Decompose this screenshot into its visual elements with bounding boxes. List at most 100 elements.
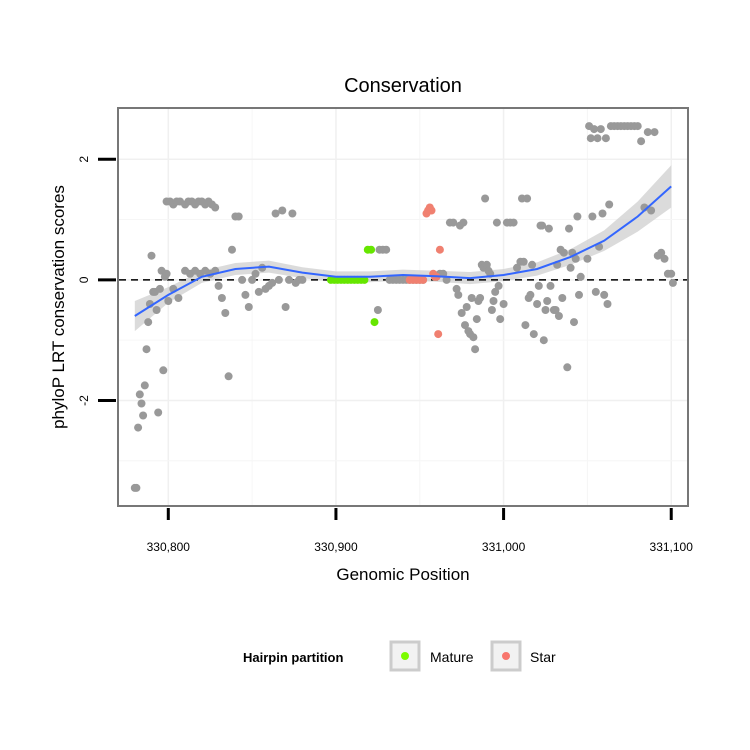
x-tick-label-1: 330,900 bbox=[314, 540, 358, 554]
point-other-170 bbox=[605, 200, 614, 209]
point-other-152 bbox=[570, 318, 578, 327]
point-other-183 bbox=[647, 206, 656, 215]
point-other-34 bbox=[211, 203, 220, 212]
x-axis: 330,800 330,900 331,000 331,100 bbox=[147, 508, 694, 554]
point-other-133 bbox=[534, 281, 543, 290]
point-other-125 bbox=[519, 257, 528, 266]
point-other-135 bbox=[538, 221, 547, 230]
point-other-103 bbox=[472, 315, 481, 324]
point-other-92 bbox=[454, 290, 463, 299]
chart-title: Conservation bbox=[344, 75, 462, 97]
point-other-163 bbox=[593, 134, 602, 143]
legend-title: Hairpin partition bbox=[243, 650, 343, 665]
point-star-4 bbox=[419, 275, 428, 284]
point-other-2 bbox=[134, 423, 143, 432]
point-other-4 bbox=[137, 399, 146, 408]
point-other-14 bbox=[154, 408, 163, 417]
legend-label-mature: Mature bbox=[430, 649, 474, 665]
point-other-190 bbox=[668, 278, 677, 287]
y-tick-label-0: -2 bbox=[77, 395, 91, 406]
point-other-96 bbox=[461, 321, 469, 330]
smooth-curve bbox=[134, 185, 672, 317]
point-other-160 bbox=[588, 212, 597, 221]
point-other-127 bbox=[523, 194, 532, 203]
point-other-184 bbox=[650, 128, 659, 137]
point-other-150 bbox=[566, 263, 575, 272]
point-other-187 bbox=[660, 254, 669, 263]
point-other-105 bbox=[476, 294, 485, 302]
point-other-167 bbox=[600, 290, 609, 299]
point-other-91 bbox=[452, 284, 461, 293]
point-other-179 bbox=[633, 122, 642, 131]
point-other-49 bbox=[228, 245, 236, 254]
point-mature-13 bbox=[370, 318, 379, 327]
x-tick-label-3: 331,100 bbox=[650, 540, 694, 554]
point-other-156 bbox=[576, 272, 585, 281]
point-other-180 bbox=[637, 137, 646, 146]
smooth-line bbox=[134, 185, 672, 317]
point-other-53 bbox=[241, 290, 250, 299]
point-star-8 bbox=[427, 206, 436, 215]
point-other-66 bbox=[285, 275, 293, 284]
point-other-136 bbox=[539, 336, 548, 345]
point-other-3 bbox=[135, 390, 144, 399]
point-other-19 bbox=[162, 269, 171, 278]
legend-label-star: Star bbox=[530, 649, 556, 665]
point-other-117 bbox=[496, 315, 505, 324]
point-other-63 bbox=[274, 275, 283, 284]
point-other-116 bbox=[494, 281, 503, 290]
point-other-45 bbox=[214, 281, 223, 290]
point-other-7 bbox=[142, 345, 151, 354]
point-other-35 bbox=[164, 297, 173, 305]
point-other-8 bbox=[144, 318, 153, 327]
point-other-57 bbox=[254, 287, 263, 296]
point-other-95 bbox=[459, 218, 468, 227]
point-other-5 bbox=[139, 411, 148, 420]
point-other-74 bbox=[382, 245, 391, 254]
point-other-114 bbox=[491, 287, 500, 296]
point-other-51 bbox=[234, 212, 243, 221]
point-star-13 bbox=[435, 245, 444, 254]
point-other-149 bbox=[565, 224, 573, 233]
legend-key-star bbox=[490, 640, 522, 672]
point-other-13 bbox=[152, 306, 161, 314]
point-other-148 bbox=[563, 363, 572, 372]
point-mature-10 bbox=[360, 275, 369, 284]
point-other-146 bbox=[558, 294, 567, 302]
legend: Hairpin partition Mature Star bbox=[243, 640, 556, 672]
point-star-12 bbox=[434, 330, 443, 339]
point-other-126 bbox=[521, 321, 530, 330]
point-other-157 bbox=[583, 254, 592, 263]
point-other-139 bbox=[544, 224, 553, 233]
point-other-55 bbox=[248, 275, 257, 284]
point-other-138 bbox=[543, 297, 552, 305]
point-other-10 bbox=[147, 251, 156, 260]
point-other-129 bbox=[526, 290, 535, 299]
point-other-153 bbox=[571, 254, 580, 263]
point-other-189 bbox=[667, 269, 676, 278]
point-other-131 bbox=[529, 330, 538, 339]
point-other-101 bbox=[469, 333, 478, 342]
point-other-144 bbox=[554, 312, 563, 320]
y-tick-label-1: 0 bbox=[77, 276, 91, 283]
point-other-17 bbox=[159, 366, 168, 375]
point-other-108 bbox=[481, 194, 490, 203]
point-other-165 bbox=[596, 125, 605, 134]
point-other-118 bbox=[499, 300, 508, 308]
x-tick-label-0: 330,800 bbox=[147, 540, 191, 554]
point-other-62 bbox=[271, 209, 280, 218]
point-other-65 bbox=[281, 303, 290, 311]
point-mature-12 bbox=[367, 245, 376, 254]
point-other-147 bbox=[559, 248, 568, 257]
point-other-48 bbox=[224, 372, 233, 381]
point-other-90 bbox=[449, 218, 458, 227]
point-other-37 bbox=[174, 294, 183, 302]
point-other-46 bbox=[217, 294, 226, 302]
point-other-61 bbox=[268, 278, 277, 287]
point-other-1 bbox=[132, 483, 141, 492]
point-other-132 bbox=[533, 300, 542, 308]
point-other-70 bbox=[298, 275, 307, 284]
point-other-140 bbox=[546, 281, 555, 290]
point-other-161 bbox=[590, 125, 599, 134]
